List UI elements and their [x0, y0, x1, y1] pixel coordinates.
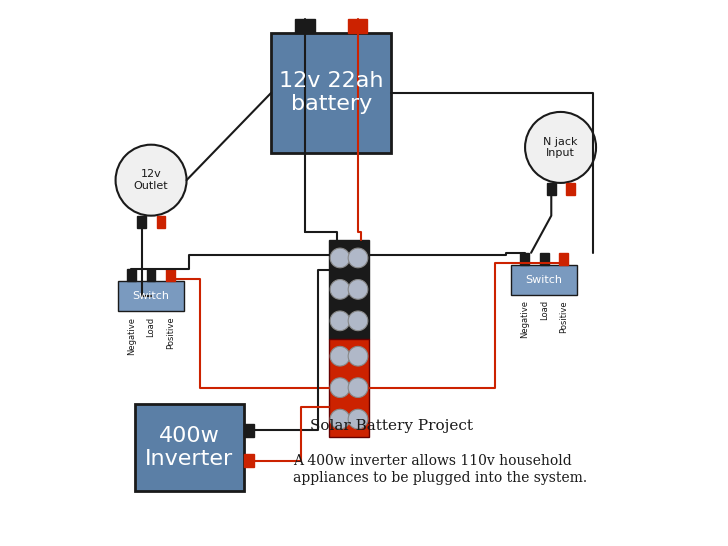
Text: Switch: Switch [132, 291, 170, 301]
Circle shape [331, 248, 349, 268]
Circle shape [348, 346, 368, 366]
Text: N jack
Input: N jack Input [543, 136, 578, 158]
Bar [118, 281, 183, 311]
Bar [127, 269, 135, 281]
Circle shape [331, 280, 349, 299]
Bar [244, 424, 254, 437]
Text: 400w
Inverter: 400w Inverter [145, 426, 234, 470]
Text: Positive: Positive [166, 317, 175, 349]
Circle shape [116, 145, 186, 216]
Text: Solar Battery Project: Solar Battery Project [310, 419, 472, 433]
Bar [512, 265, 577, 295]
Text: 12v 22ah
battery: 12v 22ah battery [279, 71, 384, 115]
Bar [328, 339, 370, 437]
Circle shape [331, 410, 349, 429]
Bar [547, 183, 555, 195]
Bar [328, 240, 370, 339]
Bar [157, 216, 165, 228]
Text: Positive: Positive [559, 300, 569, 333]
Bar [348, 19, 368, 33]
Circle shape [348, 280, 368, 299]
FancyBboxPatch shape [272, 33, 392, 153]
Text: Load: Load [539, 300, 549, 321]
Bar [540, 253, 549, 265]
Text: Load: Load [146, 317, 156, 337]
Bar [147, 269, 156, 281]
Text: Negative: Negative [520, 300, 529, 339]
Circle shape [348, 248, 368, 268]
Circle shape [348, 378, 368, 397]
Bar [244, 454, 254, 467]
Text: A 400w inverter allows 110v household
appliances to be plugged into the system.: A 400w inverter allows 110v household ap… [293, 454, 587, 485]
Bar [138, 216, 146, 228]
Text: Negative: Negative [127, 317, 136, 355]
FancyBboxPatch shape [135, 404, 244, 491]
Bar [560, 253, 569, 265]
Bar [167, 269, 175, 281]
Bar [520, 253, 529, 265]
Circle shape [331, 311, 349, 331]
Circle shape [348, 410, 368, 429]
Text: 12v
Outlet: 12v Outlet [134, 169, 168, 191]
Circle shape [525, 112, 596, 183]
Bar [295, 19, 314, 33]
Text: Switch: Switch [526, 275, 563, 285]
Circle shape [331, 378, 349, 397]
Circle shape [331, 346, 349, 366]
Circle shape [348, 311, 368, 331]
Bar [566, 183, 575, 195]
